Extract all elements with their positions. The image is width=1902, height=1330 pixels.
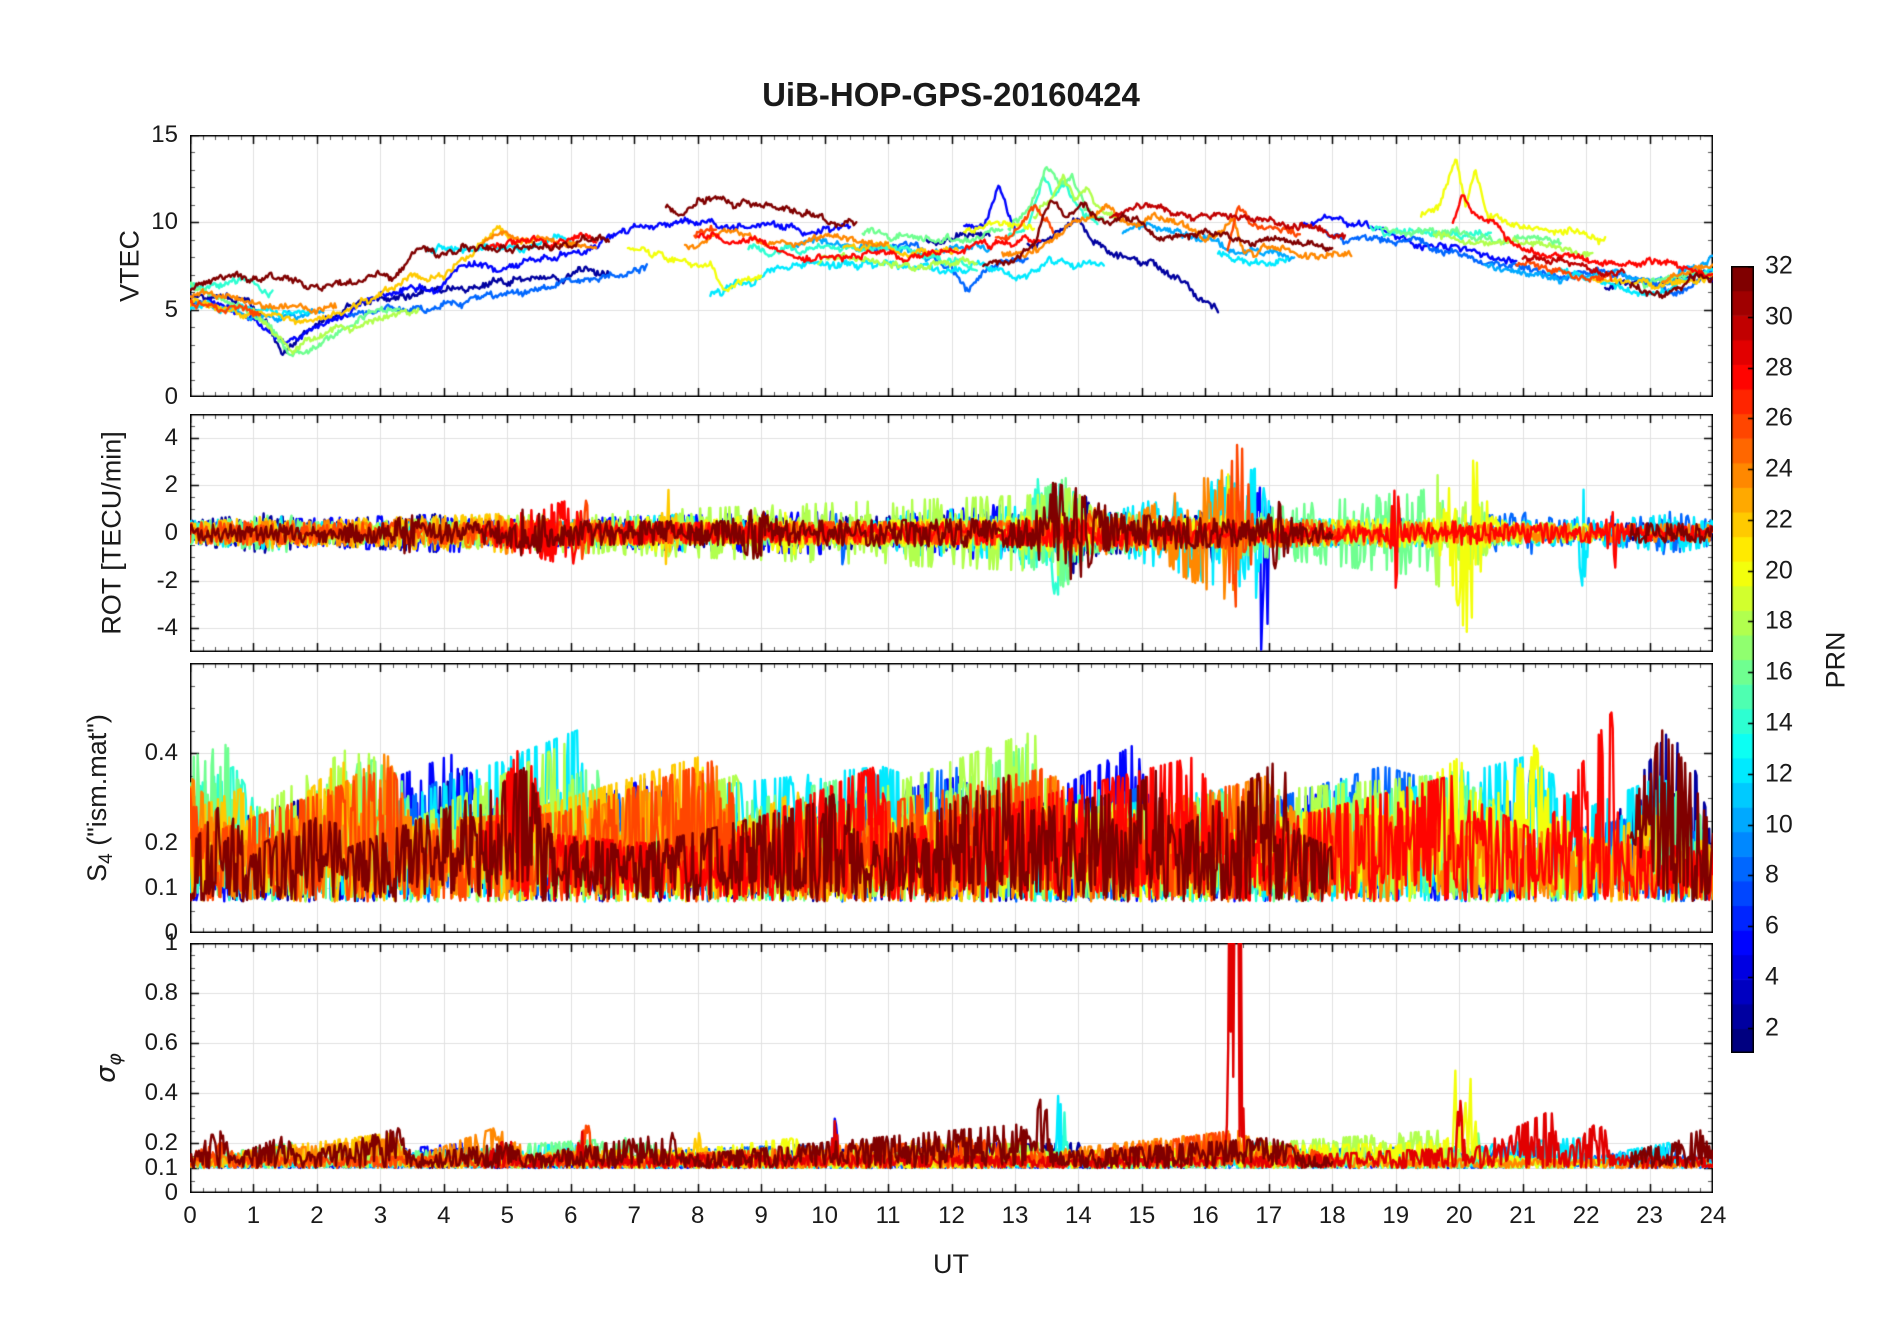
colorbar-tick-label: 6	[1765, 911, 1779, 940]
colorbar-tick-label: 4	[1765, 962, 1779, 991]
x-tick-label: 5	[500, 1202, 514, 1229]
y-tick-label: -4	[156, 614, 178, 642]
colorbar-tick-label: 28	[1765, 353, 1793, 382]
y-tick-label: 1	[164, 929, 178, 956]
x-tick-label: 3	[373, 1202, 388, 1229]
x-tick-label: 11	[875, 1202, 901, 1229]
x-tick-label: 2	[310, 1202, 324, 1229]
colorbar-tick-label: 2	[1765, 1013, 1779, 1042]
vtec-plot-canvas	[190, 135, 1713, 397]
y-tick-label: 0.6	[144, 1029, 178, 1056]
y-tick-label: 0	[164, 383, 178, 410]
colorbar-tick-label: 32	[1765, 251, 1793, 280]
x-tick-label: 7	[627, 1202, 641, 1229]
y-tick-label: 0.1	[144, 874, 178, 901]
colorbar-label: PRN	[1820, 631, 1851, 689]
x-tick-label: 24	[1699, 1202, 1727, 1229]
x-tick-label: 12	[938, 1202, 965, 1229]
x-tick-label: 15	[1128, 1202, 1156, 1229]
colorbar-canvas	[1731, 266, 1754, 1053]
x-tick-label: 18	[1318, 1202, 1346, 1229]
x-tick-label: 10	[811, 1202, 838, 1229]
x-tick-label: 20	[1445, 1202, 1473, 1229]
y-tick-label: -2	[156, 566, 178, 594]
y-tick-label: 15	[151, 121, 178, 148]
y-tick-label: 5	[164, 295, 178, 323]
y-tick-label: 2	[164, 471, 178, 499]
y-axis-label-rot: ROT [TECU/min]	[96, 431, 127, 635]
colorbar-tick-label: 24	[1765, 454, 1793, 483]
colorbar-tick-label: 26	[1765, 403, 1793, 432]
y-tick-label: 4	[164, 423, 178, 451]
colorbar-tick-label: 10	[1765, 810, 1793, 839]
x-tick-label: 21	[1509, 1202, 1536, 1229]
x-tick-label: 14	[1065, 1202, 1092, 1229]
colorbar-tick-label: 14	[1765, 708, 1793, 737]
x-tick-label: 9	[754, 1202, 768, 1229]
x-tick-label: 0	[183, 1202, 197, 1229]
y-tick-label: 0.1	[144, 1154, 178, 1181]
y-tick-label: 0.2	[144, 829, 178, 856]
y-tick-label: 0.4	[144, 1079, 178, 1106]
y-axis-label-vtec: VTEC	[114, 229, 145, 303]
colorbar-tick-label: 20	[1765, 556, 1793, 585]
y-axis-label-sigma-phi: σφ	[90, 1053, 126, 1083]
y-axis-label-s4: S4 ("ism.mat")	[81, 714, 118, 882]
y-tick-label: 0	[164, 919, 178, 946]
chart-title: UiB-HOP-GPS-20160424	[762, 76, 1140, 113]
colorbar-tick-label: 16	[1765, 657, 1793, 686]
x-tick-label: 23	[1636, 1202, 1663, 1229]
s4-plot-canvas	[190, 663, 1713, 933]
colorbar-tick-label: 30	[1765, 302, 1793, 331]
x-tick-label: 17	[1255, 1202, 1283, 1229]
colorbar-tick-label: 8	[1765, 860, 1779, 889]
x-tick-label: 1	[246, 1202, 261, 1229]
y-tick-label: 0.4	[144, 739, 178, 766]
x-tick-label: 4	[437, 1202, 451, 1229]
colorbar-tick-label: 22	[1765, 505, 1793, 534]
y-tick-label: 0.8	[144, 979, 178, 1006]
x-tick-label: 13	[1001, 1202, 1029, 1229]
y-tick-label: 0	[164, 519, 178, 546]
y-tick-label: 0.2	[144, 1129, 178, 1156]
x-tick-label: 16	[1191, 1202, 1219, 1229]
x-tick-label: 22	[1572, 1202, 1600, 1229]
x-tick-label: 19	[1382, 1202, 1410, 1229]
y-tick-label: 0	[164, 1179, 178, 1206]
colorbar-tick-label: 18	[1765, 606, 1793, 635]
x-axis-label: UT	[933, 1249, 969, 1279]
colorbar-tick-label: 12	[1765, 759, 1793, 788]
x-tick-label: 6	[564, 1202, 578, 1229]
x-tick-label: 8	[690, 1202, 705, 1229]
sigma-phi-plot-canvas	[190, 943, 1713, 1193]
rot-plot-canvas	[190, 414, 1713, 652]
y-tick-label: 10	[151, 208, 178, 236]
